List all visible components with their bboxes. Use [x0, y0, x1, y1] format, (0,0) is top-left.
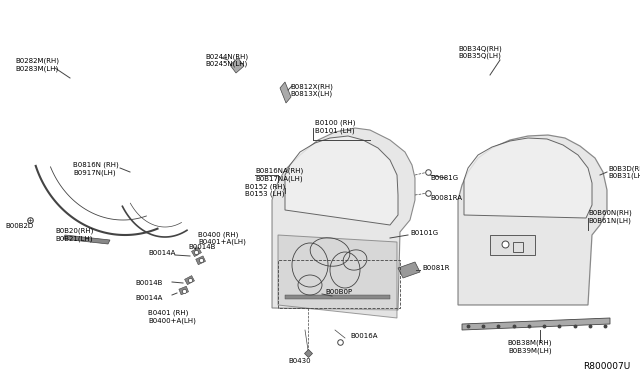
Polygon shape — [272, 128, 415, 310]
Polygon shape — [191, 247, 202, 257]
Polygon shape — [280, 82, 291, 103]
Text: B0016A: B0016A — [350, 333, 378, 339]
Polygon shape — [196, 256, 205, 265]
Text: B0014B: B0014B — [188, 244, 216, 250]
Text: B0152 (RH)
B0153 (LH): B0152 (RH) B0153 (LH) — [245, 183, 285, 197]
Text: B0081RA: B0081RA — [430, 195, 462, 201]
Text: B0B60N(RH)
B0B61N(LH): B0B60N(RH) B0B61N(LH) — [588, 210, 632, 224]
Text: B0B38M(RH)
B0B39M(LH): B0B38M(RH) B0B39M(LH) — [508, 340, 552, 354]
Polygon shape — [458, 135, 607, 305]
Polygon shape — [285, 136, 398, 225]
Text: B00B0P: B00B0P — [325, 289, 352, 295]
Text: B0081R: B0081R — [422, 265, 449, 271]
Text: B0816N (RH)
B0917N(LH): B0816N (RH) B0917N(LH) — [73, 162, 119, 176]
Text: B0816NA(RH)
B0B17NA(LH): B0816NA(RH) B0B17NA(LH) — [255, 168, 303, 182]
Polygon shape — [462, 318, 610, 330]
Polygon shape — [230, 58, 244, 73]
Text: B0282M(RH)
B0283M(LH): B0282M(RH) B0283M(LH) — [15, 58, 59, 72]
Polygon shape — [278, 235, 397, 318]
Text: B00B2D: B00B2D — [5, 223, 33, 229]
Text: B0B20(RH)
B0B21(LH): B0B20(RH) B0B21(LH) — [55, 228, 93, 242]
Text: B0014B: B0014B — [135, 280, 163, 286]
Polygon shape — [63, 235, 110, 244]
Text: B0014A: B0014A — [148, 250, 175, 256]
Polygon shape — [398, 262, 420, 278]
Text: B0081G: B0081G — [430, 175, 458, 181]
Polygon shape — [179, 286, 189, 295]
Text: R800007U: R800007U — [583, 362, 630, 371]
Polygon shape — [285, 295, 390, 299]
Bar — [513, 242, 523, 252]
Polygon shape — [464, 138, 592, 218]
Text: B0812X(RH)
B0813X(LH): B0812X(RH) B0813X(LH) — [290, 83, 333, 97]
Text: B0B3D(RH)
B0B31(LH): B0B3D(RH) B0B31(LH) — [608, 165, 640, 179]
Text: B0B34Q(RH)
B0B35Q(LH): B0B34Q(RH) B0B35Q(LH) — [458, 45, 502, 59]
Text: B0244N(RH)
B0245N(LH): B0244N(RH) B0245N(LH) — [205, 53, 248, 67]
Text: B0401 (RH)
B0400+A(LH): B0401 (RH) B0400+A(LH) — [148, 310, 196, 324]
Text: B0100 (RH)
B0101 (LH): B0100 (RH) B0101 (LH) — [315, 120, 355, 134]
Text: B0430: B0430 — [289, 358, 311, 364]
Polygon shape — [184, 276, 195, 285]
Text: B0400 (RH)
B0401+A(LH): B0400 (RH) B0401+A(LH) — [198, 231, 246, 245]
Polygon shape — [490, 235, 535, 255]
Text: B0101G: B0101G — [410, 230, 438, 236]
Text: B0014A: B0014A — [135, 295, 163, 301]
